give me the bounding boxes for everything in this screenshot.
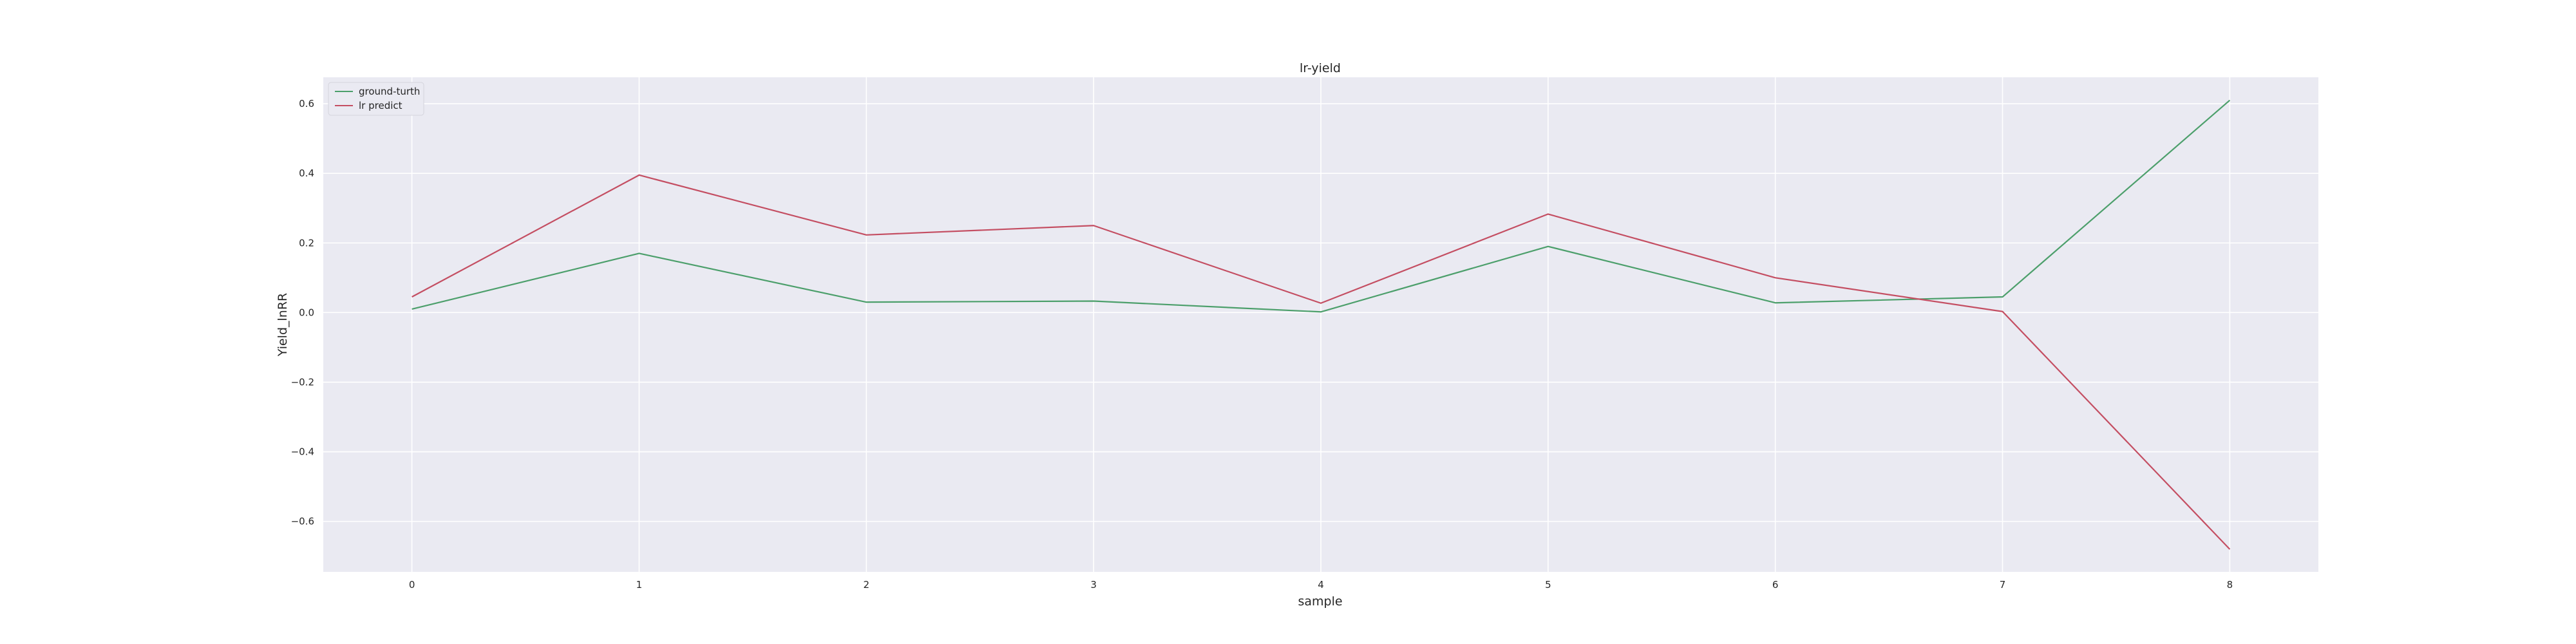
x-tick-label: 4 [1318,579,1324,591]
y-tick-label: 0.4 [299,167,314,179]
x-tick-label: 1 [636,579,643,591]
chart-title: lr-yield [1300,61,1341,75]
legend: ground-turth lr predict [328,82,424,116]
y-tick-label: −0.2 [291,376,314,388]
series-line-ground-turth [412,99,2231,313]
x-tick-label: 7 [2000,579,2006,591]
x-tick-label: 3 [1090,579,1097,591]
x-tick-label: 5 [1545,579,1551,591]
legend-box [328,82,424,116]
legend-label-ground-turth: ground-turth [359,86,420,97]
y-tick-label: 0.0 [299,307,314,318]
x-axis-title: sample [1298,594,1342,609]
y-tick-label: −0.4 [291,446,314,458]
y-axis-title: Yield_lnRR [276,293,290,357]
legend-label-lr-predict: lr predict [359,100,402,111]
x-tick-label: 8 [2227,579,2233,591]
y-tick-label: 0.2 [299,237,314,249]
grid [323,77,2318,572]
x-tick-labels: 0 1 2 3 4 5 6 7 8 [409,579,2233,591]
y-tick-label: −0.6 [291,516,314,527]
y-tick-labels: −0.6 −0.4 −0.2 0.0 0.2 0.4 0.6 [291,98,314,527]
x-tick-label: 2 [864,579,870,591]
x-tick-label: 6 [1772,579,1779,591]
x-tick-label: 0 [409,579,415,591]
series-line-lr-predict [412,174,2231,550]
series-lines [412,99,2231,550]
y-tick-label: 0.6 [299,98,314,109]
